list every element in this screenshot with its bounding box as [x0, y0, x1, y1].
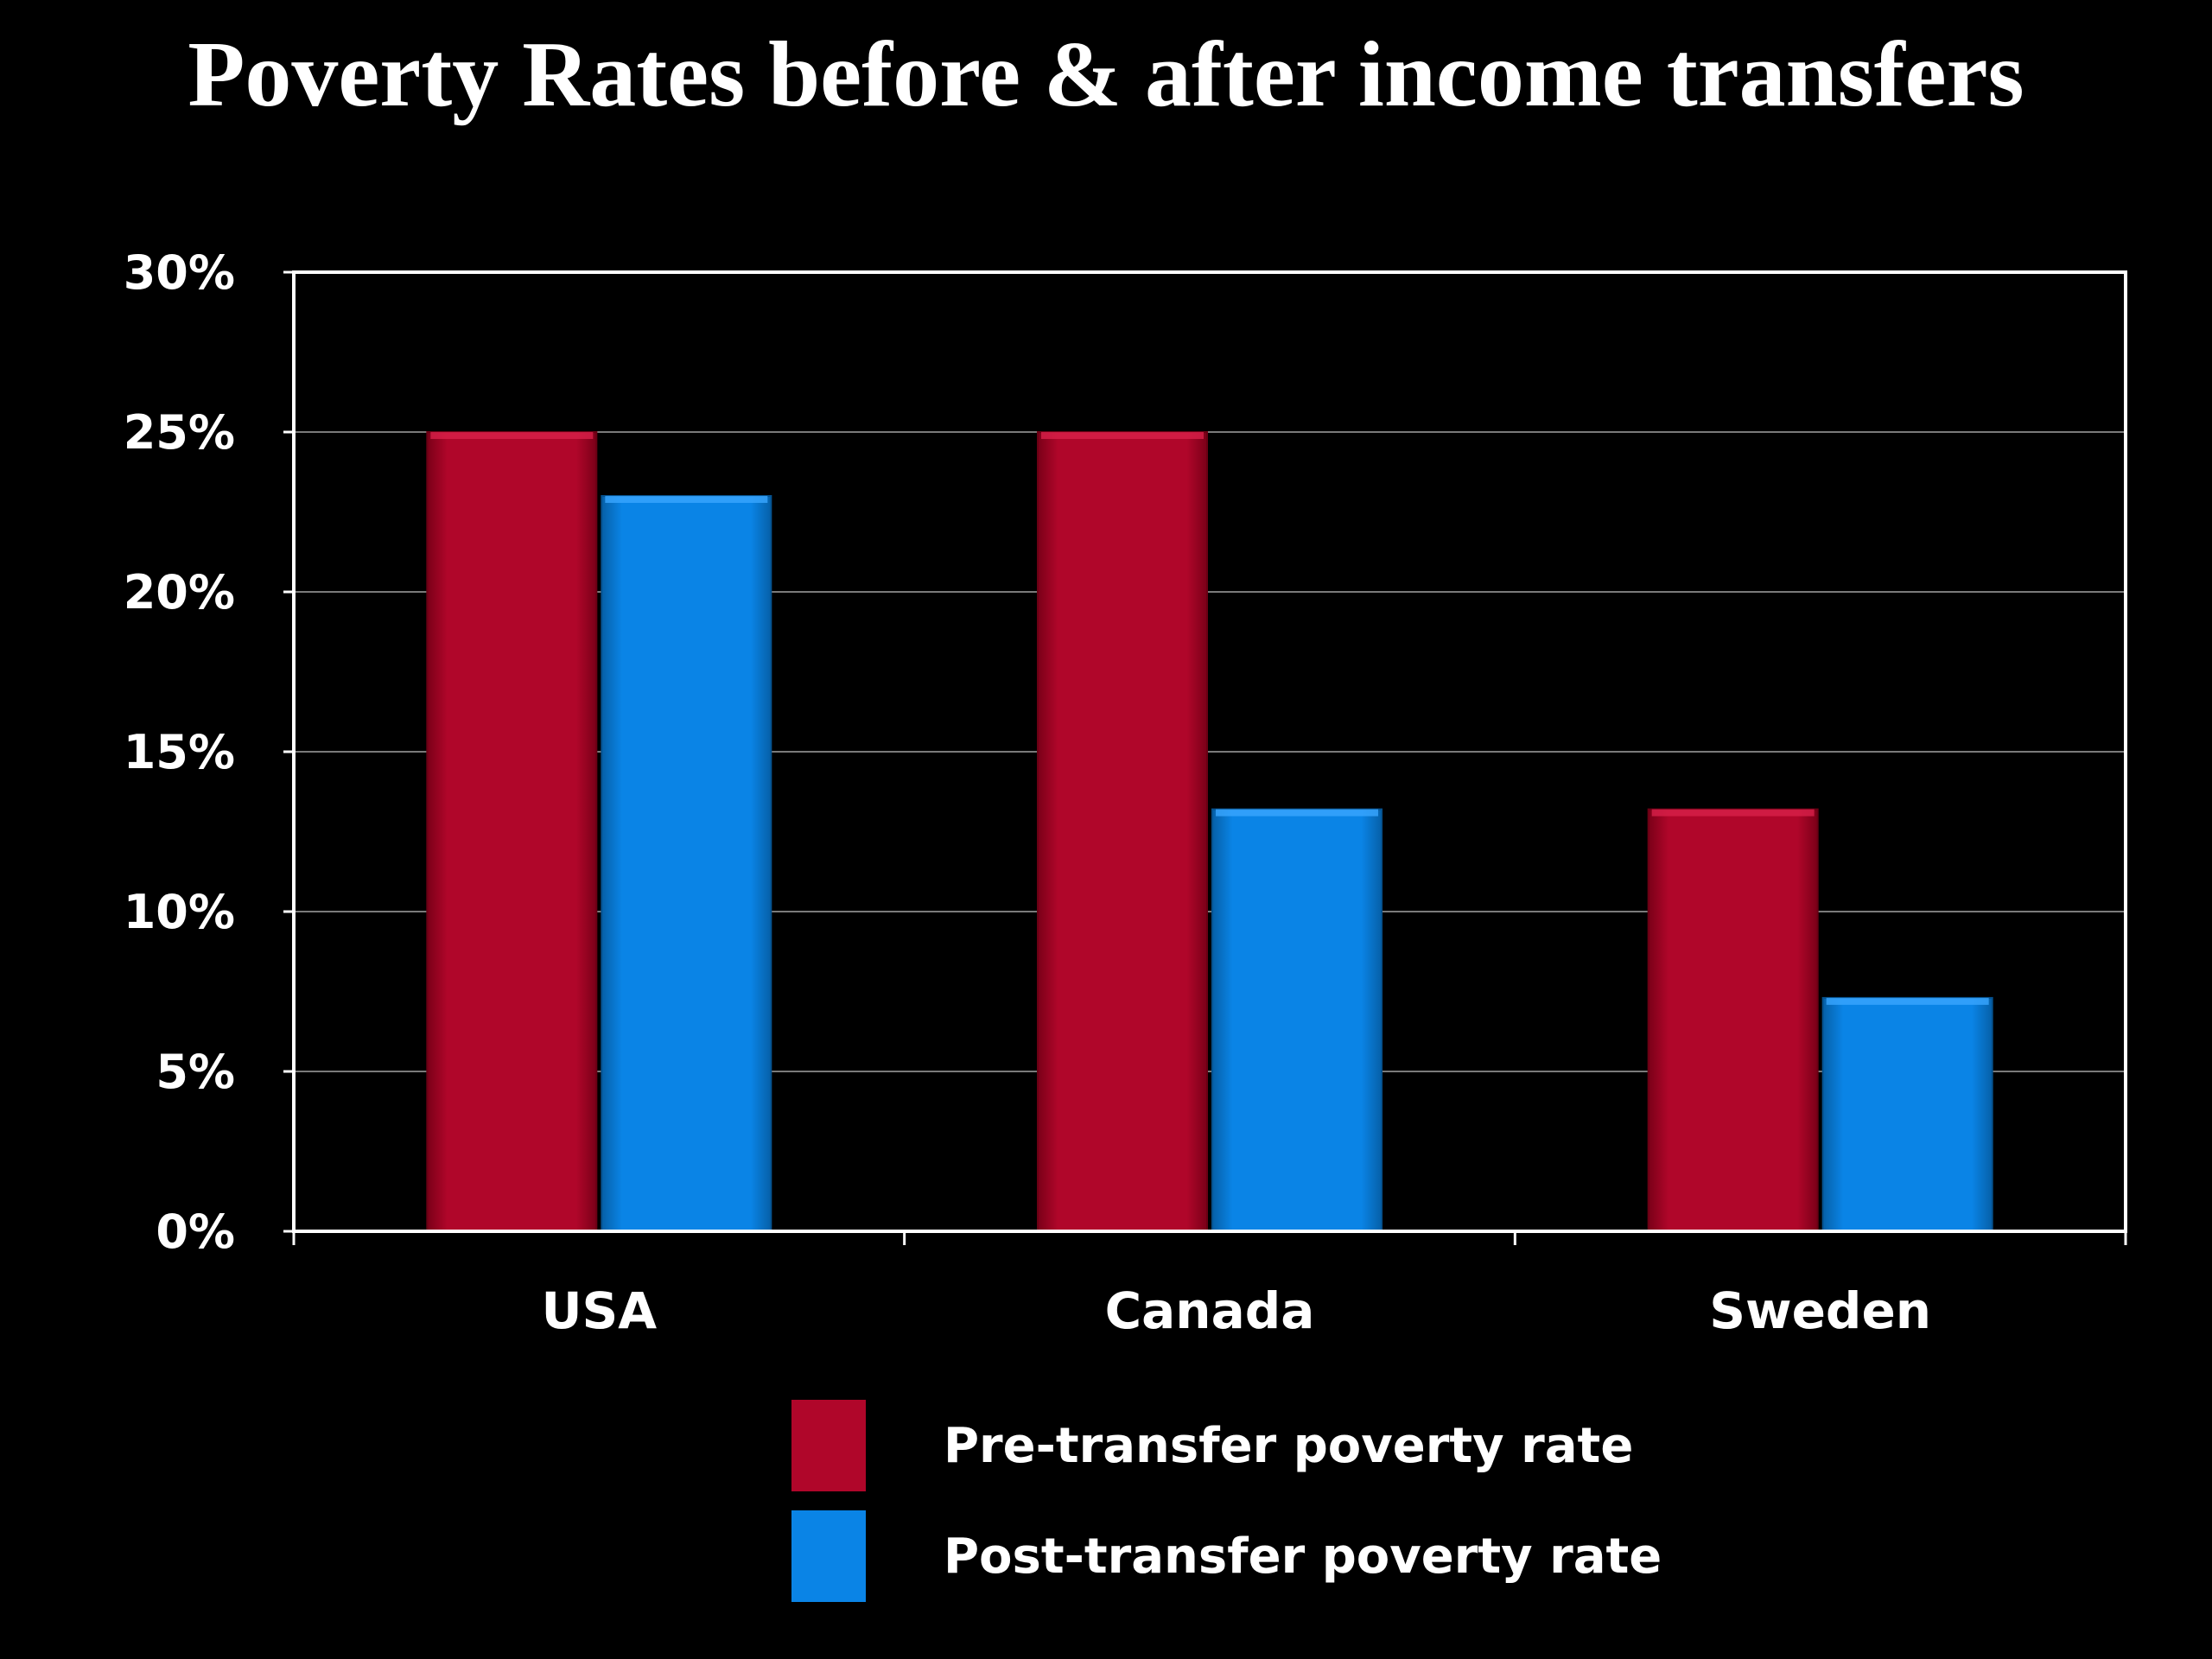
x-category-label: USA [541, 1281, 657, 1340]
legend-swatch-pre-transfer [791, 1400, 866, 1491]
legend-label-pre-transfer: Pre-transfer poverty rate [944, 1417, 1634, 1474]
bar-highlight [1041, 432, 1204, 439]
bar-highlight [1651, 809, 1815, 817]
legend-item-pre-transfer: Pre-transfer poverty rate [791, 1400, 1662, 1491]
x-category-label: Canada [1105, 1281, 1315, 1340]
x-category-label: Sweden [1709, 1281, 1931, 1340]
legend-item-post-transfer: Post-transfer poverty rate [791, 1510, 1662, 1602]
bar-highlight [1826, 997, 1989, 1005]
y-tick-label: 15% [124, 725, 235, 779]
y-tick-label: 25% [124, 405, 235, 460]
y-tick-label: 30% [124, 245, 235, 300]
y-tick-label: 20% [124, 565, 235, 620]
legend-swatch-post-transfer [791, 1510, 866, 1602]
bar-highlight [605, 496, 768, 503]
bar-pre-transfer-poverty-rate-usa [426, 431, 598, 1232]
y-tick-label: 10% [124, 885, 235, 939]
bar-pre-transfer-poverty-rate-sweden [1647, 808, 1819, 1232]
y-tick-label: 0% [156, 1205, 235, 1259]
bar-pre-transfer-poverty-rate-canada [1037, 431, 1208, 1232]
bar-post-transfer-poverty-rate-usa [601, 495, 772, 1232]
legend-label-post-transfer: Post-transfer poverty rate [944, 1528, 1662, 1585]
bar-highlight [430, 432, 594, 439]
legend: Pre-transfer poverty rate Post-transfer … [791, 1400, 1662, 1621]
bar-highlight [1216, 809, 1378, 817]
bar-post-transfer-poverty-rate-canada [1211, 808, 1382, 1232]
bar-post-transfer-poverty-rate-sweden [1821, 996, 1993, 1233]
y-tick-label: 5% [156, 1045, 235, 1099]
chart-title: Poverty Rates before & after income tran… [188, 23, 2024, 126]
